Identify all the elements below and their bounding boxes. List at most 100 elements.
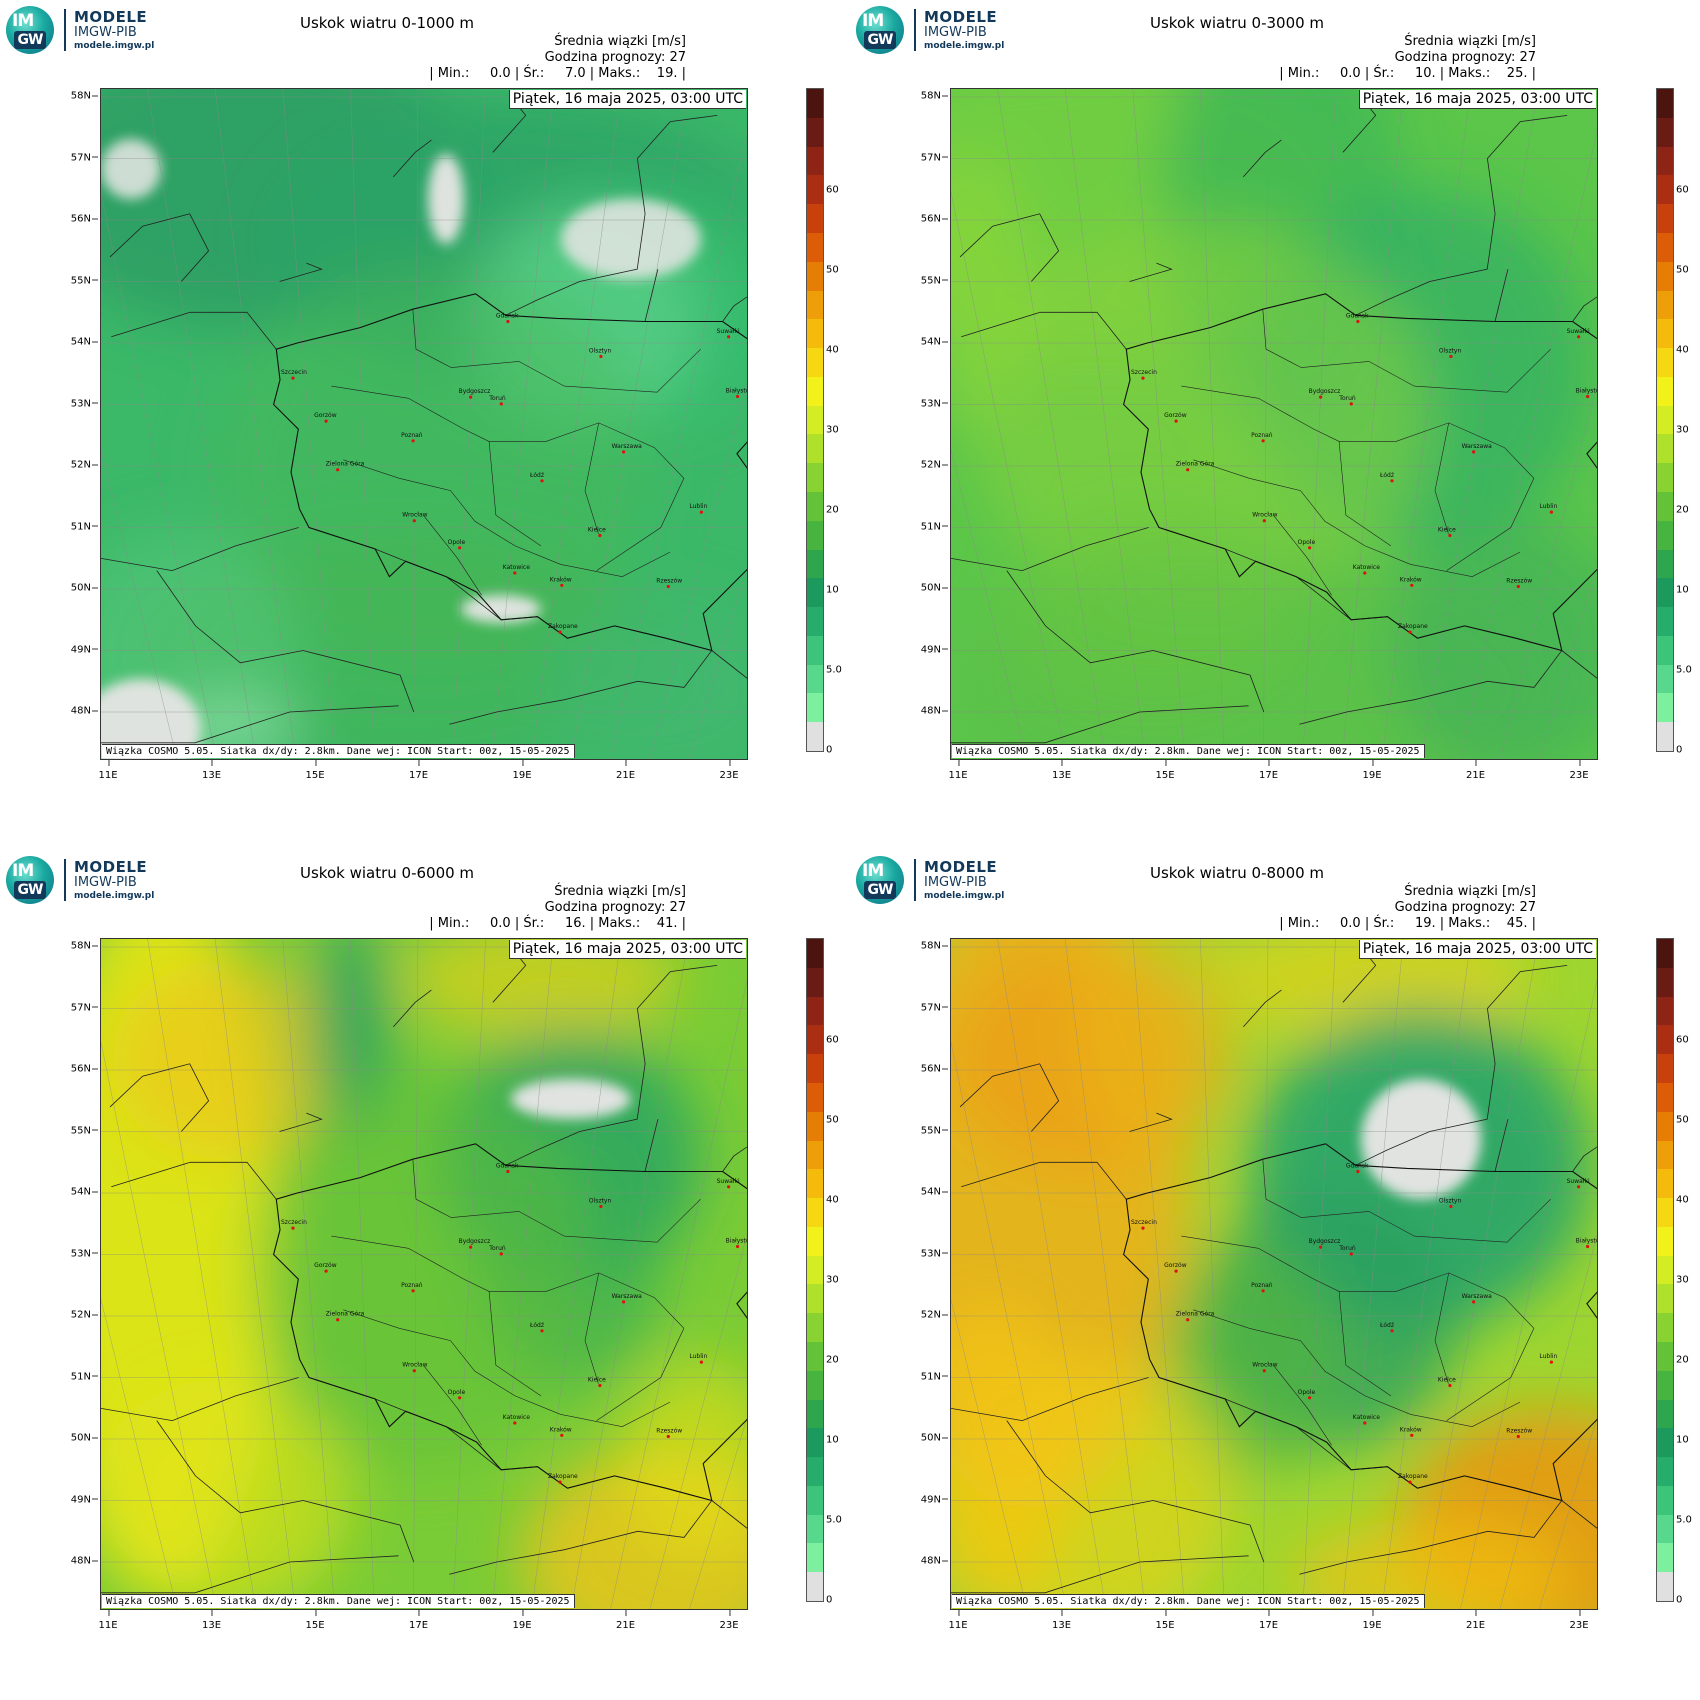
colorbar-label: 40 [826,1194,839,1206]
colorbar-segment [1657,348,1673,377]
colorbar-label: 30 [1676,424,1689,436]
lat-label: 58N [921,91,948,102]
country-border [951,705,1249,744]
city-marker [291,376,295,380]
country-border [1006,570,1265,713]
lat-label: 49N [71,1494,98,1505]
coastline [111,1161,277,1200]
city-label: Rzeszów [656,578,682,585]
city-label: Toruń [488,395,506,402]
city-marker [1174,419,1178,423]
region-border [331,1235,685,1421]
city-label: Katowice [503,564,530,571]
city-marker [1408,630,1412,634]
field-blob [541,599,747,759]
coastline [393,989,432,1028]
city-label: Gdańsk [1346,313,1369,320]
city-marker [458,546,462,550]
lon-label: 19E [512,1610,532,1631]
graticule-lon [1064,939,1146,1609]
lat-label: 54N [921,1187,948,1198]
colorbar-segment [807,578,823,608]
country-border [1561,650,1597,679]
coastline [1129,262,1173,282]
stat-min: 0.0 [490,66,511,81]
city-label: Białystok [726,1238,747,1245]
colorbar-segment [807,1572,823,1601]
stats-line: | Min.: 0.0 | Śr.: 10. | Maks.: 25. | [1279,66,1536,81]
lon-label: 23E [719,1610,739,1631]
city-marker [412,519,416,523]
colorbar-segment [807,175,823,205]
colorbar-segment [1657,1226,1673,1256]
region-border [1434,422,1449,534]
city-label: Lublin [1539,503,1557,510]
stat-avg: 16. [564,916,586,931]
graticule-lon [1460,129,1597,759]
colorbar-segment [807,1169,823,1199]
logo-mark-bottom: GW [864,881,896,899]
colorbar-label: 60 [826,1034,839,1046]
lon-label: 11E [98,760,118,781]
city-marker [411,439,415,443]
city-marker [1586,1244,1590,1249]
city-label: Szczecin [281,369,307,376]
graticule-lon [1460,979,1597,1609]
city-marker [540,479,544,483]
colorbar-label: 10 [1676,1434,1689,1446]
colorbar-label: 10 [826,584,839,596]
country-border [101,705,399,744]
graticule-lon [1200,939,1225,1609]
lat-label: 51N [921,521,948,532]
city-label: Suwałki [1567,328,1590,335]
graticule-lon [1263,89,1269,759]
lon-label: 15E [305,760,325,781]
city-marker [540,1329,544,1333]
graticule-lon [1499,1233,1597,1609]
lat-label: 57N [71,152,98,163]
coastline [505,115,718,316]
city-marker [513,571,517,575]
logo-mark-top: IM [12,11,34,31]
colorbar-segment [807,405,823,435]
logo-org: IMGW-PIB [924,875,987,890]
graticule-lon [101,1298,178,1609]
lon-label: 13E [201,760,222,781]
footer-box: Wiązka COSMO 5.05. Siatka dx/dy: 2.8km. … [952,1594,1425,1608]
city-label: Zielona Góra [1176,461,1215,468]
colorbar-label: 0 [826,1594,833,1606]
longitude-axis: 11E 13E 15E 17E 19E 21E 23E [948,760,1596,781]
lat-label: 49N [921,1494,948,1505]
lat-label: 58N [71,91,98,102]
city-marker [1141,1226,1145,1230]
city-label: Szczecin [1131,369,1157,376]
colorbar-segment [1657,376,1673,406]
longitude-axis: 11E 13E 15E 17E 19E 21E 23E [98,760,746,781]
coastline [959,1063,1060,1132]
low-shear-area [511,1079,631,1119]
lat-label: 54N [71,337,98,348]
colorbar-segment [1657,89,1673,118]
logo-brand: MODELE [924,858,998,876]
city-marker [1356,319,1360,324]
forecast-map: Gdańsk Olsztyn Suwałki Białystok Szczecin Byd… [950,88,1598,760]
city-label: Gorzów [1164,412,1187,419]
city-marker [560,583,564,587]
map-panel-2: IM GW MODELE IMGW-PIB modele.imgw.pl Usk… [0,850,850,1700]
colorbar-segment [807,1399,823,1429]
forecast-hour: Godzina prognozy: 27 [544,900,686,915]
latitude-axis: 58N 57N 56N 55N 54N 53N 52N 51N 50N 49N 48N [60,88,98,758]
colorbar-segment [807,693,823,723]
city-marker [1363,571,1367,575]
stats-line: | Min.: 0.0 | Śr.: 19. | Maks.: 45. | [1279,916,1536,931]
colorbar-segment [1657,1428,1673,1458]
city-label: Poznań [401,432,423,439]
city-label: Kraków [1400,576,1422,583]
country-border [644,1119,659,1172]
city-marker [1408,1480,1412,1484]
city-label: Toruń [1338,395,1356,402]
city-label: Zielona Góra [326,1311,365,1318]
colorbar-segment [1657,1255,1673,1285]
city-label: Katowice [1353,564,1380,571]
panel-title: Uskok wiatru 0-6000 m [300,864,475,882]
